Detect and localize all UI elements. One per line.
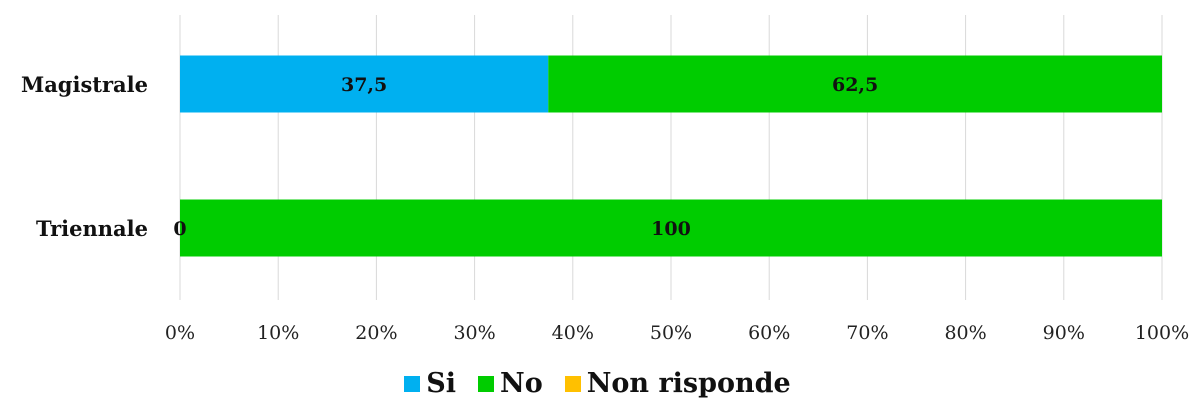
x-axis-ticks: 0% 10% 20% 30% 40% 50% 60% 70% 80% 90% 100% <box>165 322 1189 344</box>
bar-segment-no-magistrale <box>548 55 1162 113</box>
legend-swatch <box>564 375 581 392</box>
legend-item: Non risponde <box>564 368 791 399</box>
x-tick-label: 50% <box>650 322 692 344</box>
x-tick-label: 20% <box>355 322 397 344</box>
legend-label: Si <box>426 368 457 399</box>
x-tick-label: 10% <box>257 322 299 344</box>
x-tick-label: 0% <box>165 322 195 344</box>
category-label: Magistrale <box>21 72 148 97</box>
legend-label: No <box>500 368 543 399</box>
x-tick-label: 80% <box>944 322 986 344</box>
legend-swatch <box>404 375 421 392</box>
legend-swatch <box>478 375 495 392</box>
data-label: 0 <box>173 218 186 240</box>
legend-item: Si <box>404 368 456 399</box>
category-label: Triennale <box>36 216 148 241</box>
bar-segments <box>180 55 1162 257</box>
x-tick-label: 100% <box>1135 322 1189 344</box>
x-tick-label: 90% <box>1043 322 1085 344</box>
data-labels: 37,5 62,5 0 100 <box>173 74 878 240</box>
data-label: 62,5 <box>832 74 878 96</box>
data-label: 100 <box>651 218 691 240</box>
legend-label: Non risponde <box>586 368 791 399</box>
legend-item: No <box>478 368 543 399</box>
x-tick-label: 40% <box>552 322 594 344</box>
data-label: 37,5 <box>341 74 387 96</box>
bar-segment-no-triennale <box>180 199 1162 257</box>
x-tick-label: 30% <box>453 322 495 344</box>
category-labels: Magistrale Triennale <box>21 72 148 241</box>
bar-segment-si-magistrale <box>180 55 549 113</box>
x-tick-label: 70% <box>846 322 888 344</box>
legend: Si No Non risponde <box>0 368 1195 399</box>
x-tick-label: 60% <box>748 322 790 344</box>
